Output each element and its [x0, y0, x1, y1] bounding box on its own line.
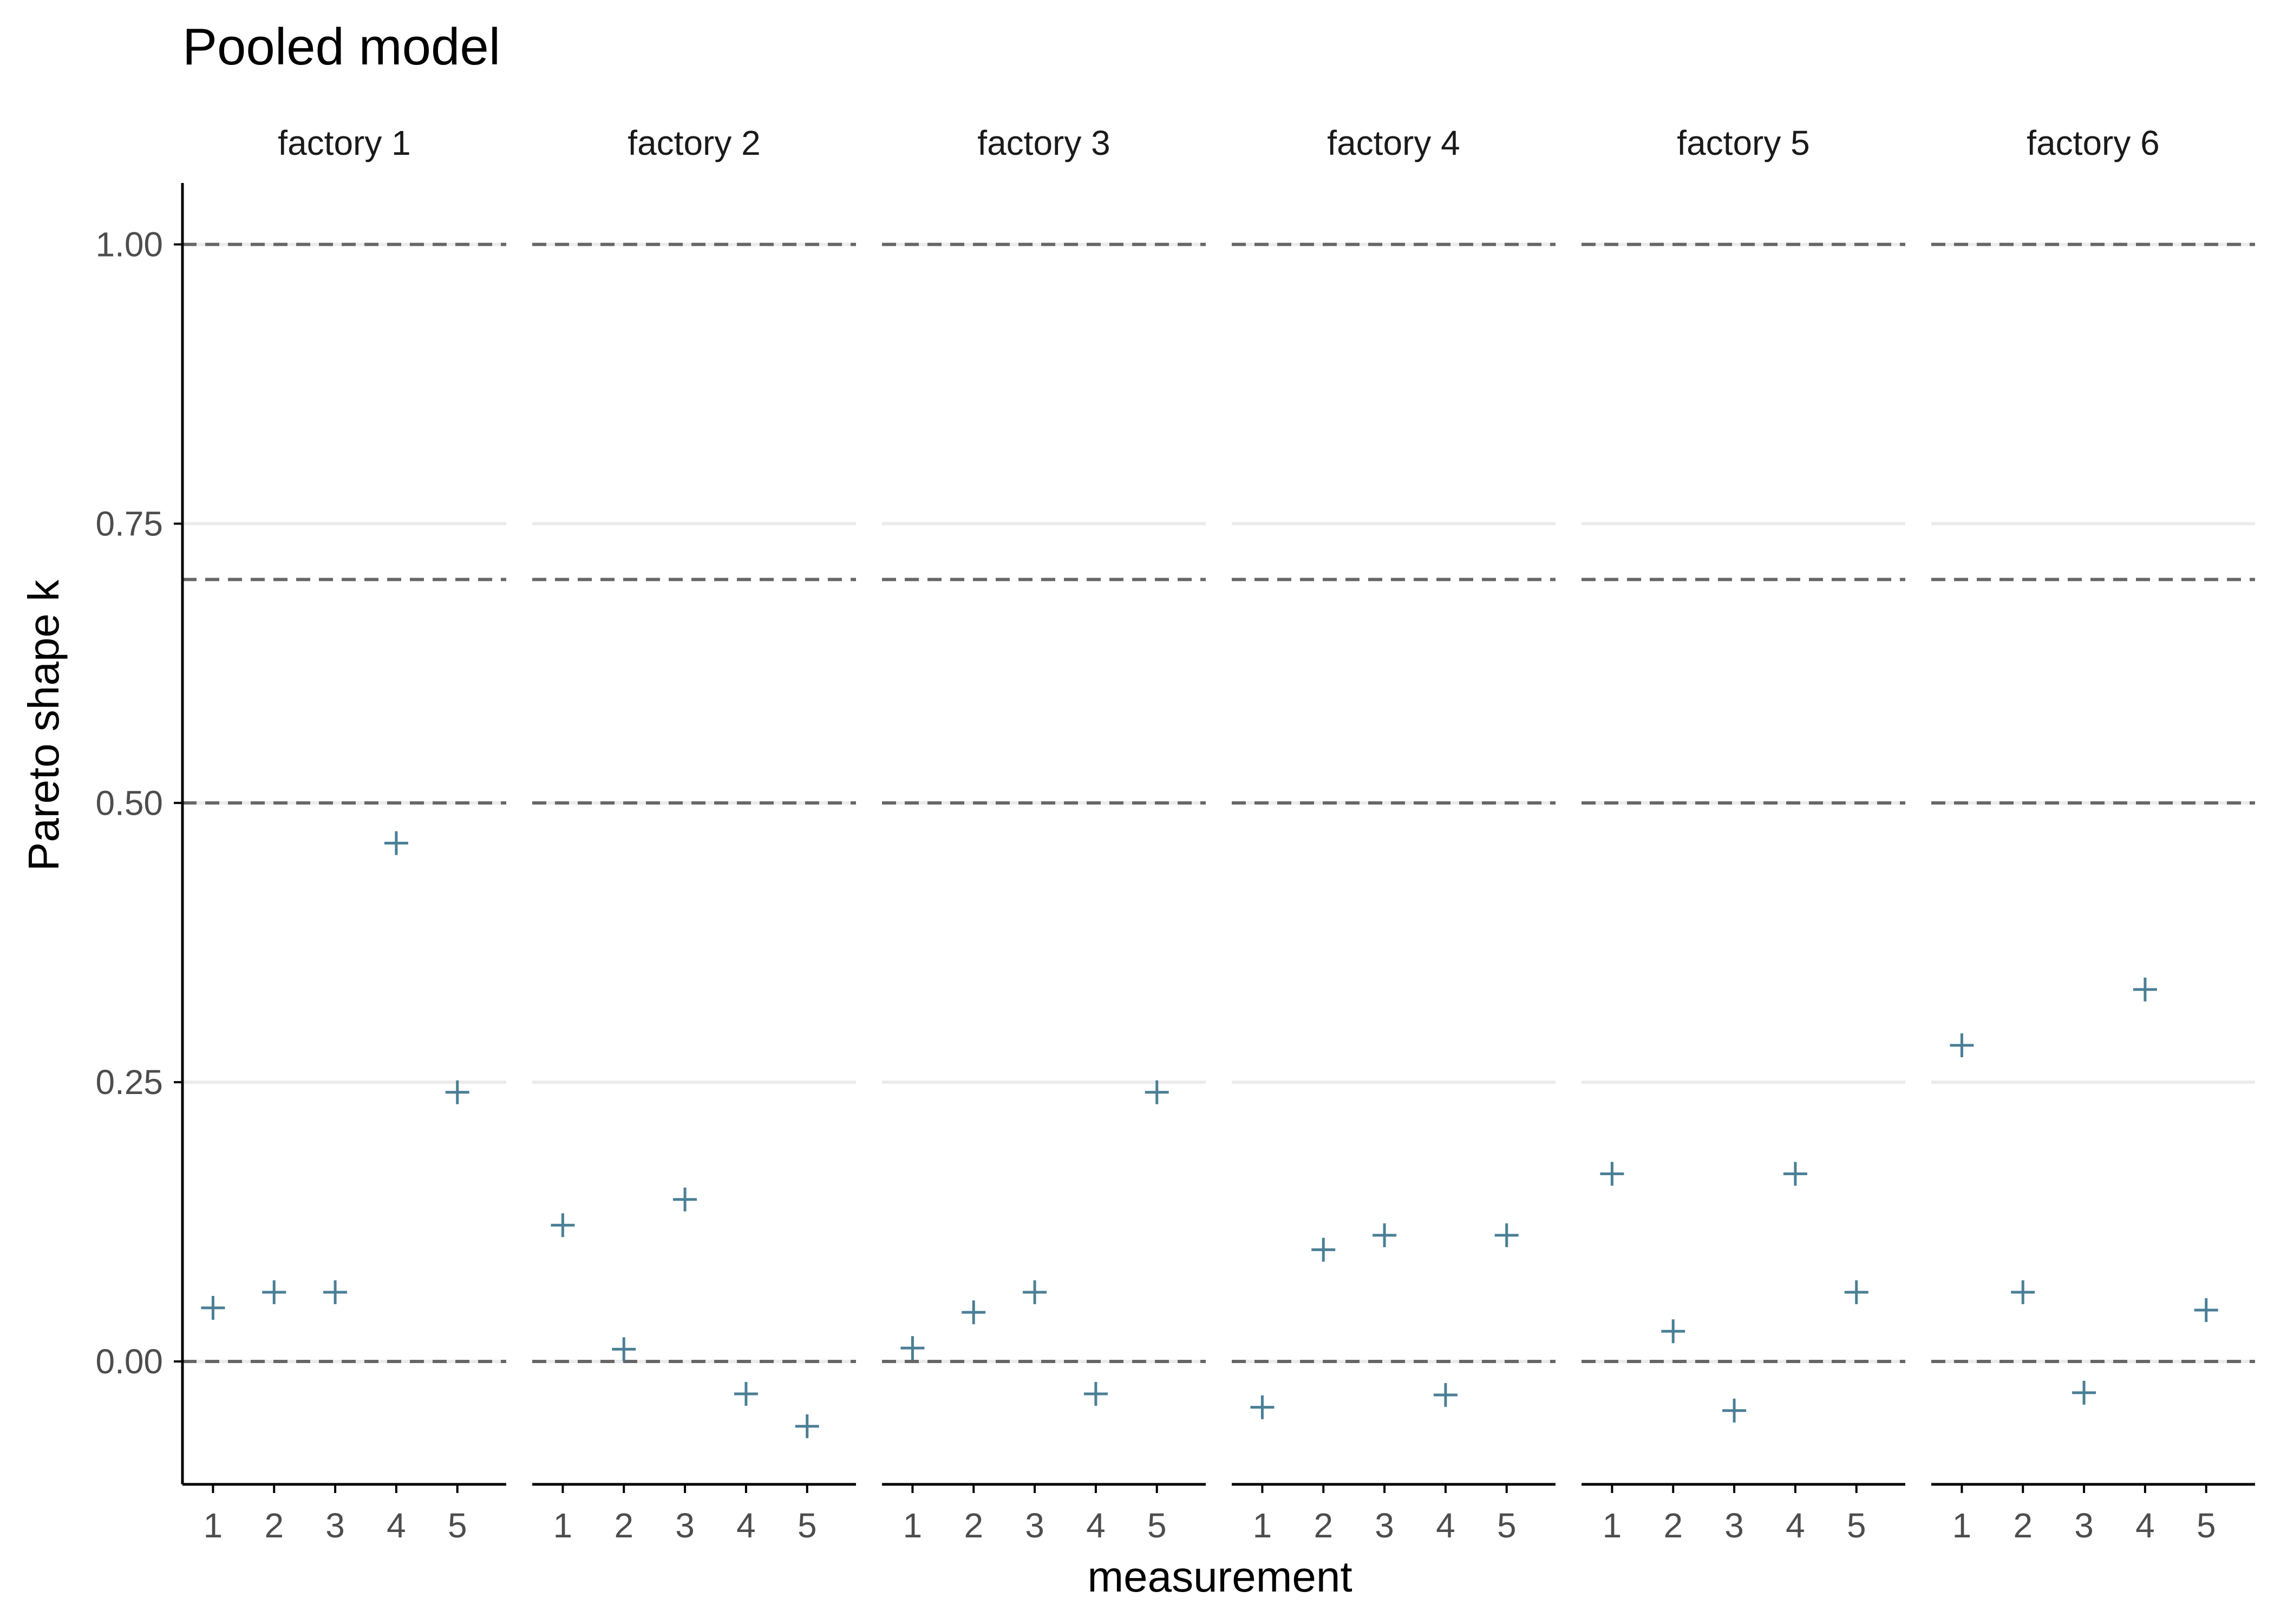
y-tick-label: 1.00 — [95, 225, 163, 264]
facet-strip-label: factory 4 — [1327, 123, 1460, 162]
x-tick-label: 2 — [964, 1506, 983, 1545]
data-point — [2194, 1298, 2218, 1322]
data-point — [673, 1187, 697, 1212]
x-tick-label: 4 — [736, 1506, 756, 1545]
facet-panel: factory 2 1 2 3 4 5 — [532, 123, 856, 1545]
data-point — [1661, 1319, 1685, 1344]
y-tick-label: 0.75 — [95, 504, 163, 543]
x-tick-label: 2 — [1663, 1506, 1683, 1545]
data-point — [1600, 1162, 1624, 1186]
facet-panels: factory 1 1 2 3 4 5 factory 2 1 2 3 4 5 factory 3 1 2 3… — [182, 123, 2255, 1545]
data-point — [1373, 1223, 1397, 1247]
facet-strip-label: factory 6 — [2027, 123, 2159, 162]
facet-panel: factory 6 1 2 3 4 5 — [1931, 123, 2255, 1545]
data-point — [2072, 1380, 2096, 1405]
data-point — [795, 1414, 819, 1438]
x-tick-label: 4 — [2135, 1506, 2155, 1545]
x-tick-label: 1 — [204, 1506, 223, 1545]
data-point — [1494, 1223, 1519, 1247]
data-point — [1023, 1280, 1047, 1305]
data-point — [734, 1381, 758, 1406]
x-tick-label: 1 — [903, 1506, 923, 1545]
x-tick-label: 2 — [614, 1506, 633, 1545]
data-point — [551, 1213, 575, 1237]
data-point — [201, 1295, 225, 1320]
data-point — [1311, 1237, 1336, 1262]
data-point — [323, 1280, 348, 1305]
data-point — [1783, 1162, 1807, 1186]
data-point — [2011, 1280, 2035, 1305]
data-point — [1083, 1381, 1108, 1406]
x-tick-label: 1 — [1603, 1506, 1622, 1545]
data-point — [2133, 977, 2157, 1001]
facet-panel: factory 5 1 2 3 4 5 — [1582, 123, 1905, 1545]
data-point — [1145, 1080, 1169, 1104]
y-tick-label: 0.50 — [95, 783, 163, 822]
x-tick-label: 5 — [1847, 1506, 1866, 1545]
x-tick-label: 5 — [1497, 1506, 1517, 1545]
x-tick-label: 5 — [2197, 1506, 2216, 1545]
x-tick-label: 4 — [1786, 1506, 1805, 1545]
x-tick-label: 2 — [2013, 1506, 2033, 1545]
x-tick-label: 1 — [553, 1506, 573, 1545]
data-point — [1433, 1383, 1458, 1407]
x-tick-label: 3 — [2074, 1506, 2094, 1545]
data-point — [612, 1337, 636, 1361]
x-tick-label: 2 — [1314, 1506, 1333, 1545]
x-tick-label: 1 — [1952, 1506, 1972, 1545]
x-tick-label: 1 — [1253, 1506, 1272, 1545]
facet-strip-label: factory 2 — [628, 123, 760, 162]
y-tick-label: 0.00 — [95, 1342, 163, 1381]
facet-strip-label: factory 3 — [977, 123, 1110, 162]
facet-panel: factory 4 1 2 3 4 5 — [1232, 123, 1556, 1545]
x-tick-label: 4 — [1436, 1506, 1455, 1545]
chart-title: Pooled model — [182, 18, 500, 76]
x-tick-label: 2 — [264, 1506, 284, 1545]
x-tick-label: 5 — [798, 1506, 817, 1545]
data-point — [1250, 1395, 1275, 1419]
data-point — [1950, 1033, 1974, 1058]
data-point — [900, 1336, 925, 1360]
x-tick-label: 3 — [1375, 1506, 1394, 1545]
y-tick-label: 0.25 — [95, 1063, 163, 1102]
x-axis-title: measurement — [1087, 1553, 1352, 1601]
x-tick-label: 5 — [448, 1506, 467, 1545]
facet-panel: factory 1 1 2 3 4 5 — [182, 123, 506, 1545]
x-tick-label: 4 — [1086, 1506, 1106, 1545]
x-tick-label: 3 — [675, 1506, 695, 1545]
data-point — [262, 1280, 286, 1305]
data-point — [1844, 1280, 1868, 1305]
x-tick-label: 3 — [1025, 1506, 1044, 1545]
data-point — [1722, 1398, 1747, 1423]
facet-strip-label: factory 5 — [1677, 123, 1809, 162]
facet-strip-label: factory 1 — [278, 123, 410, 162]
data-point — [384, 831, 408, 855]
facet-panel: factory 3 1 2 3 4 5 — [882, 123, 1206, 1545]
x-tick-label: 5 — [1147, 1506, 1167, 1545]
x-tick-label: 3 — [325, 1506, 345, 1545]
x-tick-label: 4 — [387, 1506, 406, 1545]
data-point — [445, 1080, 469, 1104]
data-point — [962, 1300, 986, 1325]
y-axis-title: Pareto shape k — [19, 579, 68, 871]
y-axis: 0.00 0.25 0.50 0.75 1.00 — [95, 183, 184, 1484]
x-tick-label: 3 — [1724, 1506, 1744, 1545]
